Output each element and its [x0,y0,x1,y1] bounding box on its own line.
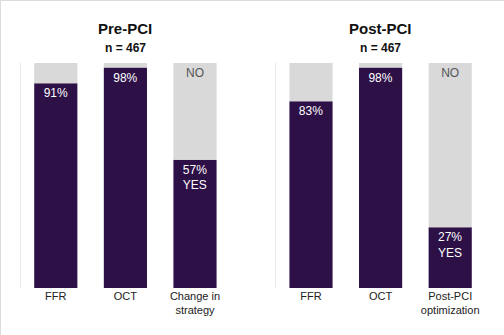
svg-text:n = 467: n = 467 [360,41,401,55]
svg-text:FFR: FFR [300,290,321,302]
svg-text:Change instrategy: Change instrategy [170,290,220,316]
svg-text:83%: 83% [299,104,323,118]
svg-text:57%YES: 57%YES [183,163,207,193]
svg-text:27%YES: 27%YES [438,230,462,260]
svg-text:NO: NO [441,66,459,80]
svg-text:FFR: FFR [45,290,66,302]
svg-text:OCT: OCT [369,290,393,302]
svg-text:91%: 91% [44,86,68,100]
svg-text:Pre-PCI: Pre-PCI [98,20,152,37]
svg-text:98%: 98% [368,71,392,85]
svg-text:n = 467: n = 467 [105,41,146,55]
svg-text:NO: NO [186,66,204,80]
svg-text:OCT: OCT [114,290,137,302]
svg-text:Post-PCI: Post-PCI [349,20,412,37]
svg-text:98%: 98% [113,71,137,85]
svg-text:Post-PCIoptimization: Post-PCIoptimization [421,290,480,316]
